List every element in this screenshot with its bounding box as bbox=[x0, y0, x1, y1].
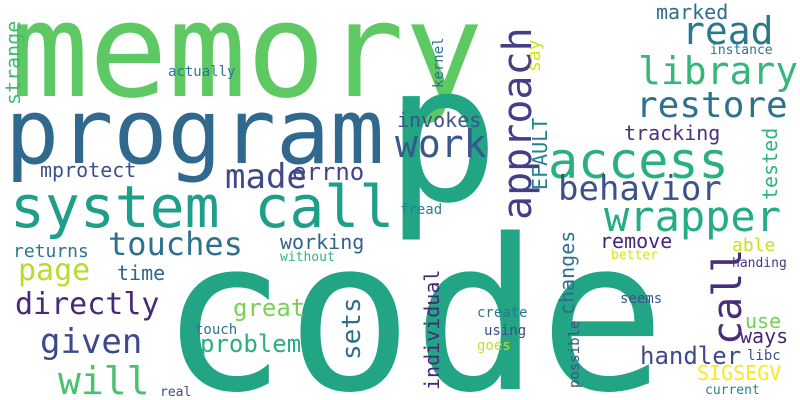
word-individual: individual bbox=[420, 269, 444, 390]
word-wrapper: wrapper bbox=[604, 192, 782, 241]
word-working: working bbox=[280, 230, 365, 254]
word-great: great bbox=[233, 294, 306, 322]
word-say: say bbox=[524, 39, 545, 72]
word-strange: strange bbox=[1, 20, 25, 105]
word-made: made bbox=[225, 157, 307, 197]
word-seems: seems bbox=[620, 291, 663, 307]
word-problem: problem bbox=[200, 330, 302, 358]
word-errno: errno bbox=[292, 158, 365, 186]
word-returns: returns bbox=[13, 241, 89, 262]
word-call: call bbox=[705, 248, 751, 345]
word-current: current bbox=[705, 383, 760, 398]
word-using: using bbox=[484, 323, 527, 339]
word-goes: goes bbox=[477, 338, 511, 354]
word-sets: sets bbox=[337, 297, 367, 360]
word-access: access bbox=[548, 132, 729, 190]
word-handing: handing bbox=[732, 256, 787, 271]
word-use: use bbox=[745, 309, 782, 333]
word-libc: libc bbox=[747, 348, 781, 364]
word-instance: instance bbox=[710, 43, 773, 58]
word-create: create bbox=[477, 305, 528, 321]
word-fread: fread bbox=[400, 202, 443, 218]
word-remove: remove bbox=[600, 229, 673, 253]
word-changes: changes bbox=[555, 230, 579, 315]
word-touches: touches bbox=[108, 225, 243, 263]
word-library: library bbox=[638, 49, 799, 93]
word-given: given bbox=[40, 322, 143, 362]
word-invokes: invokes bbox=[397, 108, 482, 132]
word-handler: handler bbox=[640, 342, 742, 370]
word-restore: restore bbox=[636, 85, 788, 126]
word-kernel: kernel bbox=[431, 37, 447, 88]
word-program: program bbox=[5, 80, 385, 185]
word-real: real bbox=[160, 385, 192, 400]
word-possible: possible bbox=[567, 320, 583, 388]
word-directly: directly bbox=[15, 287, 160, 322]
word-time: time bbox=[117, 261, 166, 285]
word-ways: ways bbox=[740, 324, 789, 348]
word-page: page bbox=[18, 253, 91, 288]
word-work: work bbox=[395, 122, 487, 166]
word-mprotect: mprotect bbox=[40, 158, 137, 182]
word-able: able bbox=[732, 235, 776, 256]
word-system-call: system call bbox=[10, 173, 395, 241]
word-behavior: behavior bbox=[558, 169, 722, 209]
word-memory: memory bbox=[10, 0, 484, 127]
word-touch: touch bbox=[195, 322, 238, 338]
word-efault: EFAULT bbox=[528, 117, 552, 190]
word-better: better bbox=[611, 248, 658, 263]
word-will: will bbox=[58, 359, 150, 400]
word-tested: tested bbox=[758, 127, 782, 200]
word-without: without bbox=[280, 250, 335, 265]
word-code: code bbox=[160, 194, 666, 400]
word-actually: actually bbox=[168, 64, 236, 80]
word-tracking: tracking bbox=[624, 121, 721, 145]
word-p: p bbox=[385, 24, 500, 245]
word-marked: marked bbox=[656, 0, 729, 24]
word-sigsegv: SIGSEGV bbox=[697, 361, 782, 385]
word-read: read bbox=[682, 9, 774, 53]
